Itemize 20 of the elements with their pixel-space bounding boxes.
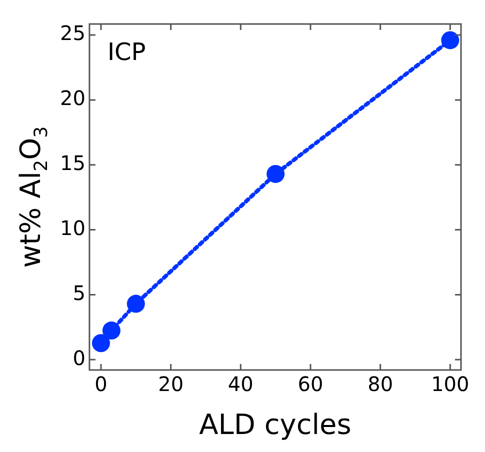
x-tick-label: 100 <box>431 372 470 396</box>
y-tick-label: 0 <box>72 346 86 370</box>
point <box>126 294 145 313</box>
y-tick-label: 5 <box>72 280 86 305</box>
x-tick-label: 80 <box>368 372 394 396</box>
annotation: ICP <box>107 38 146 66</box>
y-tick-label: 20 <box>60 86 86 110</box>
point <box>441 31 460 50</box>
y-tick-label: 15 <box>60 151 86 176</box>
y-axis-title: wt% Al2O3 <box>14 126 52 268</box>
x-tick-label: 20 <box>158 372 184 396</box>
point <box>266 164 285 183</box>
point <box>102 322 120 340</box>
x-tick-label: 60 <box>298 372 324 396</box>
point <box>92 334 110 352</box>
x-tick-label: 40 <box>228 372 254 396</box>
x-tick-label: 0 <box>94 372 108 396</box>
y-tick-label: 10 <box>60 216 86 240</box>
x-axis-title: ALD cycles <box>199 408 352 441</box>
y-tick-label: 25 <box>60 21 86 46</box>
